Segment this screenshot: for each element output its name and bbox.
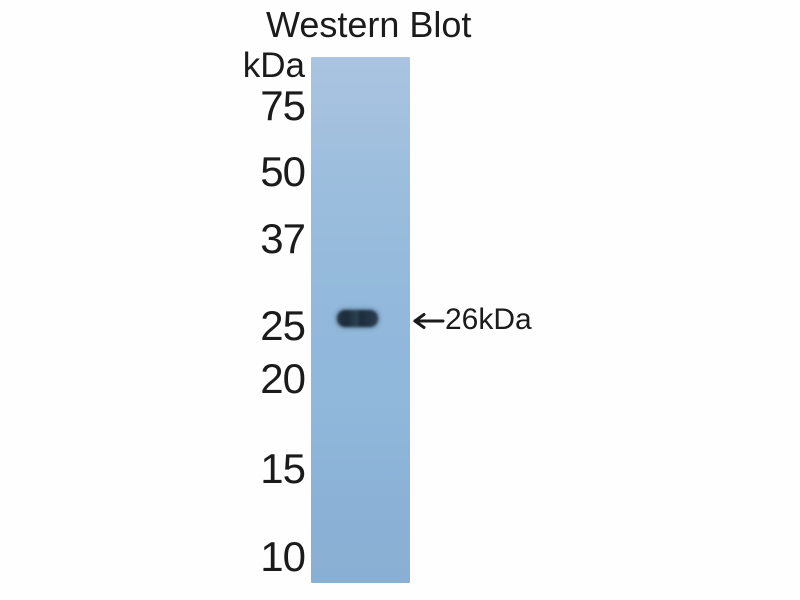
ladder-marker-37: 37 xyxy=(260,215,306,262)
ladder-marker-15: 15 xyxy=(260,445,306,492)
ladder-marker-50: 50 xyxy=(260,148,306,195)
unit-label-kda: kDa xyxy=(242,46,305,85)
ladder-marker-25: 25 xyxy=(260,302,306,349)
ladder-marker-10: 10 xyxy=(260,533,306,580)
band-annotation-label: 26kDa xyxy=(445,303,532,336)
ladder-marker-20: 20 xyxy=(260,355,306,402)
figure-title: Western Blot xyxy=(266,4,472,45)
band-annotation: 26kDa xyxy=(410,303,532,337)
ladder-marker-75: 75 xyxy=(260,82,306,129)
protein-band xyxy=(337,310,378,327)
left-arrow-icon xyxy=(413,313,445,329)
